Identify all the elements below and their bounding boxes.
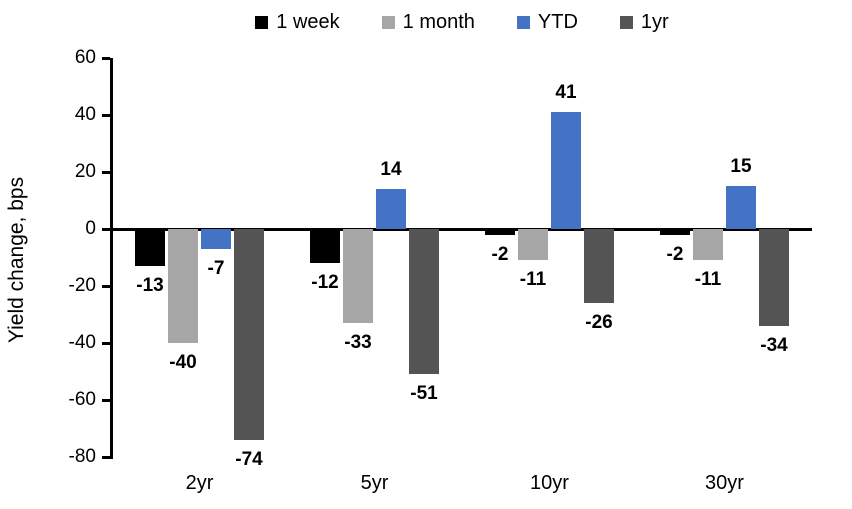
legend-swatch-icon bbox=[619, 15, 633, 29]
legend-item-ytd: YTD bbox=[516, 10, 578, 34]
bar-value-label: 15 bbox=[730, 156, 752, 178]
x-category-label: 2yr bbox=[185, 472, 214, 494]
bar-ytd-10yr bbox=[551, 112, 581, 229]
y-tick-label: 20 bbox=[74, 161, 96, 182]
bar-value-label: -51 bbox=[410, 383, 438, 405]
bar-1-month-2yr bbox=[168, 229, 198, 343]
y-tick-label: 60 bbox=[74, 47, 96, 68]
legend-swatch-icon bbox=[255, 15, 269, 29]
y-tick-mark bbox=[102, 227, 110, 231]
y-axis-title: Yield change, bps bbox=[5, 176, 28, 344]
y-tick-label: -80 bbox=[68, 446, 96, 467]
bar-ytd-5yr bbox=[376, 189, 406, 229]
bar-1-week-30yr bbox=[660, 229, 690, 235]
legend-swatch-icon bbox=[381, 15, 395, 29]
bar-value-label: -40 bbox=[169, 352, 197, 373]
bar-1yr-2yr bbox=[234, 229, 264, 440]
y-tick-label: -20 bbox=[68, 275, 96, 296]
legend-item-1-week: 1 week bbox=[255, 10, 340, 34]
x-category-label: 30yr bbox=[705, 472, 744, 494]
x-axis-line bbox=[110, 227, 812, 231]
bar-ytd-2yr bbox=[201, 229, 231, 249]
bar-value-label: -12 bbox=[311, 272, 339, 294]
legend-item-1yr: 1yr bbox=[619, 10, 669, 34]
bar-1-month-10yr bbox=[518, 229, 548, 261]
bar-1-week-2yr bbox=[135, 229, 165, 267]
y-tick-label: 0 bbox=[85, 218, 96, 239]
legend-item-1-month: 1 month bbox=[381, 10, 475, 34]
bar-value-label: -33 bbox=[344, 332, 372, 354]
bar-value-label: -13 bbox=[136, 275, 164, 297]
y-tick-label: 40 bbox=[74, 104, 96, 125]
y-tick-mark bbox=[102, 398, 110, 402]
bar-1yr-30yr bbox=[759, 229, 789, 326]
y-tick-mark bbox=[102, 113, 110, 117]
y-tick-mark bbox=[102, 56, 110, 60]
bar-1yr-5yr bbox=[409, 229, 439, 375]
bar-value-label: -11 bbox=[694, 269, 722, 291]
bar-1-week-5yr bbox=[310, 229, 340, 264]
y-tick-label: -60 bbox=[68, 389, 96, 410]
bar-value-label: -74 bbox=[235, 448, 263, 470]
bar-value-label: -11 bbox=[519, 269, 547, 291]
legend-label: 1yr bbox=[640, 10, 669, 33]
bar-value-label: -2 bbox=[491, 243, 509, 265]
chart-legend: 1 week 1 month YTD 1yr bbox=[112, 6, 812, 38]
bar-1-week-10yr bbox=[485, 229, 515, 235]
bar-1-month-30yr bbox=[693, 229, 723, 261]
bar-ytd-30yr bbox=[726, 186, 756, 229]
legend-label: YTD bbox=[537, 10, 578, 33]
legend-label: 1 week bbox=[276, 10, 340, 33]
y-tick-label: -40 bbox=[68, 332, 96, 353]
y-tick-mark bbox=[102, 341, 110, 345]
bar-1yr-10yr bbox=[584, 229, 614, 304]
x-category-label: 5yr bbox=[360, 472, 389, 494]
bar-value-label: -2 bbox=[666, 243, 684, 265]
bar-value-label: -26 bbox=[585, 312, 613, 334]
y-tick-mark bbox=[102, 170, 110, 174]
y-tick-mark bbox=[102, 455, 110, 459]
y-axis-line bbox=[110, 58, 113, 459]
bar-1-month-5yr bbox=[343, 229, 373, 324]
legend-swatch-icon bbox=[516, 15, 530, 29]
y-tick-mark bbox=[102, 284, 110, 288]
bar-value-label: -7 bbox=[207, 257, 225, 279]
x-category-label: 10yr bbox=[530, 472, 569, 494]
bar-value-label: 14 bbox=[380, 159, 402, 181]
bar-value-label: 41 bbox=[555, 82, 577, 104]
legend-label: 1 month bbox=[402, 10, 475, 33]
bar-value-label: -34 bbox=[760, 334, 788, 356]
